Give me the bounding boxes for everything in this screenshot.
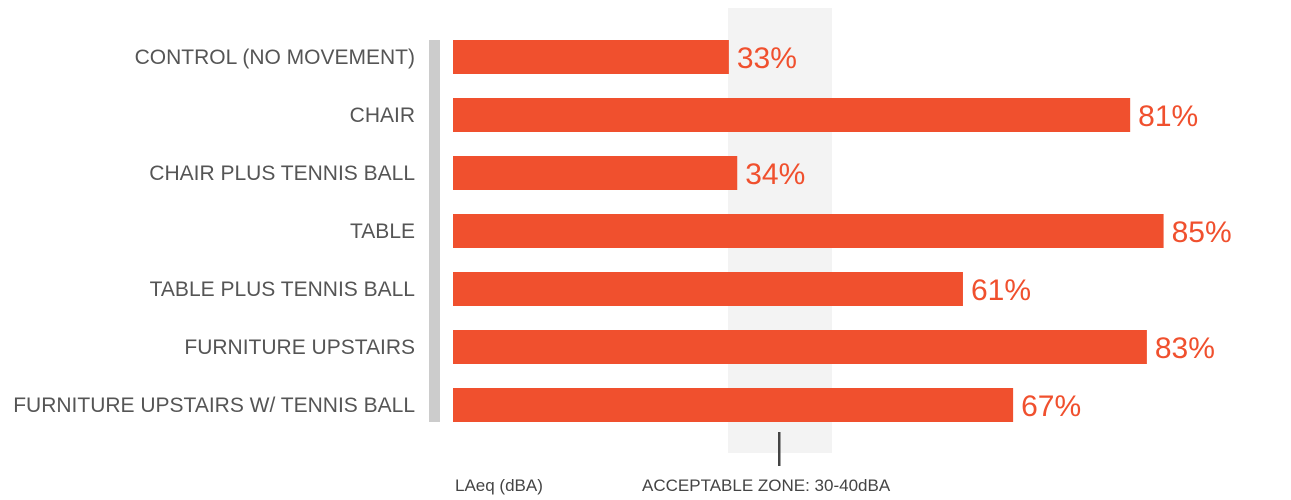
acceptable-zone-label: ACCEPTABLE ZONE: 30-40dBA xyxy=(642,476,891,495)
category-label: CHAIR xyxy=(350,104,415,127)
category-label: TABLE PLUS TENNIS BALL xyxy=(150,278,415,301)
bar xyxy=(453,214,1164,248)
acceptable-zone-marker xyxy=(778,432,781,466)
bar xyxy=(453,156,738,190)
bar xyxy=(453,330,1147,364)
category-label: TABLE xyxy=(350,220,415,243)
bar xyxy=(453,98,1131,132)
value-label: 33% xyxy=(737,42,797,75)
category-label: CONTROL (NO MOVEMENT) xyxy=(135,46,415,69)
bar xyxy=(453,40,729,74)
bar xyxy=(453,272,963,306)
category-label: FURNITURE UPSTAIRS W/ TENNIS BALL xyxy=(13,394,415,417)
value-label: 81% xyxy=(1138,100,1198,133)
value-label: 61% xyxy=(971,274,1031,307)
category-label: FURNITURE UPSTAIRS xyxy=(184,336,415,359)
x-axis-label: LAeq (dBA) xyxy=(455,476,543,495)
y-axis-line xyxy=(429,40,440,422)
bar xyxy=(453,388,1014,422)
value-label: 67% xyxy=(1021,390,1081,423)
value-label: 34% xyxy=(745,158,805,191)
value-label: 83% xyxy=(1155,332,1215,365)
value-label: 85% xyxy=(1172,216,1232,249)
category-label: CHAIR PLUS TENNIS BALL xyxy=(149,162,415,185)
